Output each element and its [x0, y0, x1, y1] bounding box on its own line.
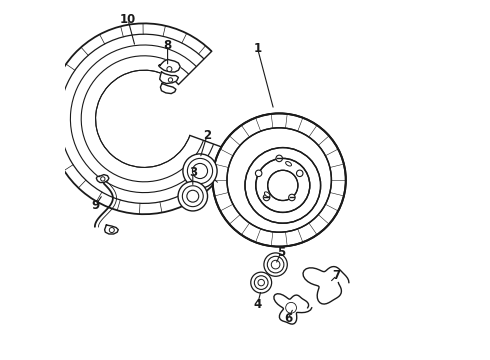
Polygon shape [160, 84, 176, 94]
Circle shape [167, 67, 172, 72]
Polygon shape [159, 59, 180, 72]
Text: 3: 3 [189, 166, 197, 179]
Ellipse shape [251, 272, 271, 293]
Circle shape [213, 113, 346, 247]
Circle shape [169, 78, 172, 82]
Ellipse shape [187, 158, 213, 184]
Ellipse shape [271, 260, 280, 269]
Ellipse shape [268, 256, 284, 273]
Text: 2: 2 [203, 129, 211, 141]
Ellipse shape [178, 181, 208, 211]
Circle shape [227, 128, 331, 232]
Ellipse shape [265, 192, 270, 197]
Ellipse shape [193, 163, 208, 179]
Text: 9: 9 [92, 199, 100, 212]
Ellipse shape [286, 162, 292, 166]
Circle shape [289, 194, 295, 201]
Text: 1: 1 [253, 42, 262, 55]
Circle shape [255, 170, 262, 176]
Text: 6: 6 [284, 312, 293, 325]
Circle shape [109, 228, 114, 233]
Ellipse shape [254, 276, 268, 289]
Polygon shape [104, 225, 118, 234]
Ellipse shape [258, 279, 265, 286]
Circle shape [245, 148, 320, 223]
Text: 10: 10 [120, 13, 136, 26]
Circle shape [268, 170, 298, 201]
Polygon shape [303, 266, 349, 304]
Polygon shape [274, 294, 312, 324]
Circle shape [276, 155, 282, 162]
Text: 4: 4 [253, 298, 262, 311]
Ellipse shape [183, 154, 217, 188]
Circle shape [263, 194, 270, 201]
Text: 5: 5 [277, 246, 285, 258]
Ellipse shape [187, 190, 199, 202]
Text: 8: 8 [164, 39, 171, 51]
Circle shape [100, 177, 105, 181]
Polygon shape [97, 175, 109, 183]
Ellipse shape [182, 186, 203, 207]
Polygon shape [160, 72, 178, 84]
Circle shape [296, 170, 303, 176]
Ellipse shape [264, 253, 287, 276]
Circle shape [256, 158, 310, 212]
Text: 7: 7 [333, 269, 341, 282]
